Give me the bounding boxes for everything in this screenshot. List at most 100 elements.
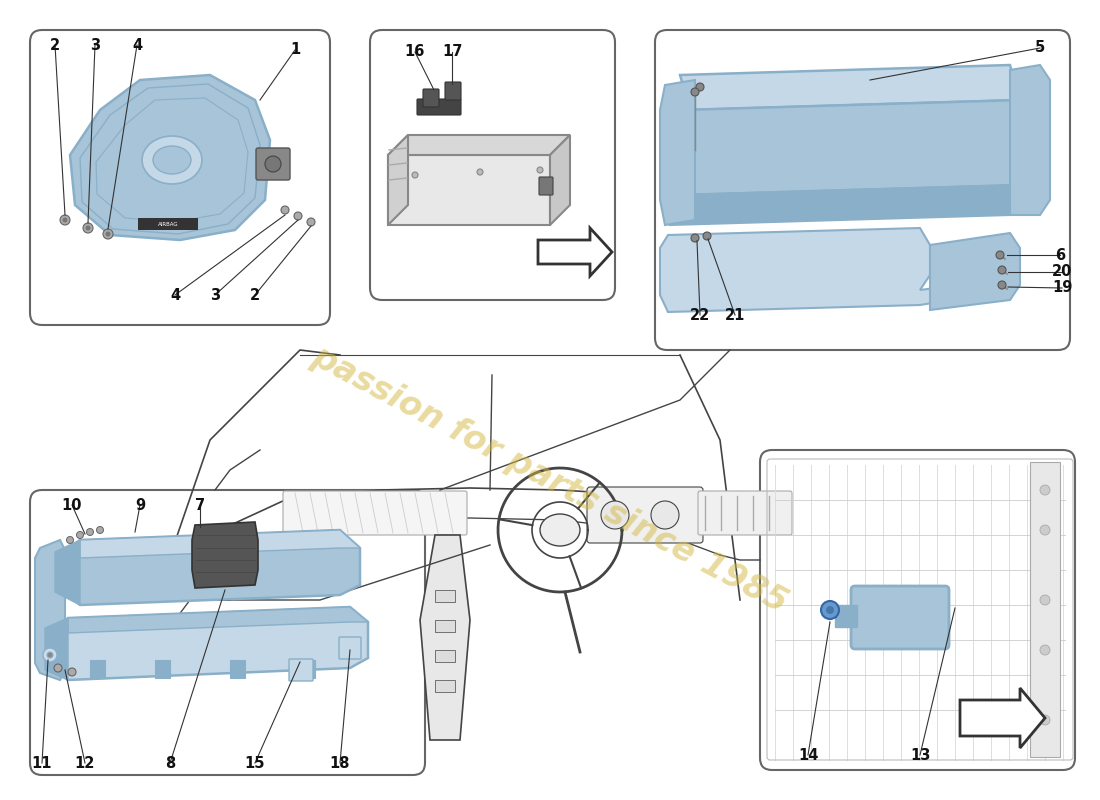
Circle shape xyxy=(77,531,84,538)
Bar xyxy=(155,660,170,678)
FancyBboxPatch shape xyxy=(417,99,461,115)
Bar xyxy=(138,218,198,230)
Circle shape xyxy=(265,156,280,172)
Text: 12: 12 xyxy=(75,755,96,770)
Text: 5: 5 xyxy=(1035,41,1045,55)
Text: 6: 6 xyxy=(1055,247,1065,262)
Polygon shape xyxy=(388,135,408,225)
Circle shape xyxy=(68,668,76,676)
Text: 4: 4 xyxy=(169,287,180,302)
Circle shape xyxy=(54,664,62,672)
FancyBboxPatch shape xyxy=(654,30,1070,350)
Text: 15: 15 xyxy=(244,755,265,770)
Text: 4: 4 xyxy=(132,38,142,53)
Ellipse shape xyxy=(540,514,580,546)
Polygon shape xyxy=(660,80,695,225)
Bar xyxy=(300,660,315,678)
Text: 20: 20 xyxy=(1052,265,1072,279)
FancyBboxPatch shape xyxy=(176,543,235,587)
FancyBboxPatch shape xyxy=(424,89,439,107)
Bar xyxy=(434,680,455,692)
Text: AIRBAG: AIRBAG xyxy=(157,222,178,226)
Bar xyxy=(182,550,192,560)
Text: 9: 9 xyxy=(135,498,145,513)
FancyBboxPatch shape xyxy=(760,450,1075,770)
FancyBboxPatch shape xyxy=(30,30,330,325)
Circle shape xyxy=(691,234,698,242)
Polygon shape xyxy=(670,185,1020,225)
Text: 2: 2 xyxy=(50,38,60,53)
Text: 8: 8 xyxy=(165,755,175,770)
Circle shape xyxy=(1040,645,1050,655)
Text: 22: 22 xyxy=(690,307,711,322)
Text: 21: 21 xyxy=(725,307,745,322)
Circle shape xyxy=(996,251,1004,259)
FancyBboxPatch shape xyxy=(283,491,468,535)
Circle shape xyxy=(696,83,704,91)
Circle shape xyxy=(307,218,315,226)
Circle shape xyxy=(601,501,629,529)
Polygon shape xyxy=(192,522,258,588)
Ellipse shape xyxy=(153,146,191,174)
Circle shape xyxy=(1040,525,1050,535)
Text: 7: 7 xyxy=(195,498,205,513)
Circle shape xyxy=(294,212,302,220)
Circle shape xyxy=(826,606,834,614)
FancyBboxPatch shape xyxy=(256,148,290,180)
Bar xyxy=(197,550,207,560)
FancyBboxPatch shape xyxy=(370,30,615,300)
Text: 18: 18 xyxy=(330,755,350,770)
Circle shape xyxy=(998,281,1006,289)
Text: 13: 13 xyxy=(910,747,931,762)
Bar xyxy=(90,660,104,678)
Circle shape xyxy=(691,88,698,96)
Polygon shape xyxy=(538,228,612,276)
FancyBboxPatch shape xyxy=(539,177,553,195)
Bar xyxy=(835,605,857,627)
Bar xyxy=(1030,462,1060,757)
Polygon shape xyxy=(55,540,80,605)
Bar xyxy=(434,590,455,602)
Polygon shape xyxy=(680,65,1020,110)
Text: 3: 3 xyxy=(90,38,100,53)
Circle shape xyxy=(43,648,57,662)
Polygon shape xyxy=(388,135,570,155)
Text: 2: 2 xyxy=(250,287,260,302)
Circle shape xyxy=(821,601,839,619)
Text: 19: 19 xyxy=(1052,281,1072,295)
FancyBboxPatch shape xyxy=(289,659,314,681)
Polygon shape xyxy=(45,618,68,680)
Polygon shape xyxy=(80,530,360,558)
Text: 1: 1 xyxy=(290,42,300,58)
Text: 10: 10 xyxy=(62,498,82,513)
Circle shape xyxy=(703,232,711,240)
FancyBboxPatch shape xyxy=(339,637,361,659)
Circle shape xyxy=(280,206,289,214)
Circle shape xyxy=(1040,595,1050,605)
Polygon shape xyxy=(1010,65,1050,215)
Polygon shape xyxy=(550,135,570,225)
Text: 16: 16 xyxy=(405,45,426,59)
Polygon shape xyxy=(960,688,1045,748)
Circle shape xyxy=(47,652,53,658)
FancyBboxPatch shape xyxy=(698,491,792,535)
Circle shape xyxy=(106,231,110,237)
Text: 14: 14 xyxy=(798,747,818,762)
Polygon shape xyxy=(60,530,360,605)
FancyBboxPatch shape xyxy=(587,487,703,543)
FancyBboxPatch shape xyxy=(30,490,425,775)
Polygon shape xyxy=(50,607,369,680)
Polygon shape xyxy=(70,75,270,240)
FancyBboxPatch shape xyxy=(851,586,949,649)
Text: 11: 11 xyxy=(32,755,53,770)
Circle shape xyxy=(651,501,679,529)
Bar xyxy=(212,550,222,560)
FancyBboxPatch shape xyxy=(446,82,461,100)
Circle shape xyxy=(87,529,94,535)
Polygon shape xyxy=(35,540,65,680)
Circle shape xyxy=(97,526,103,534)
Circle shape xyxy=(66,537,74,543)
Circle shape xyxy=(412,172,418,178)
Circle shape xyxy=(60,215,70,225)
Polygon shape xyxy=(930,233,1020,310)
